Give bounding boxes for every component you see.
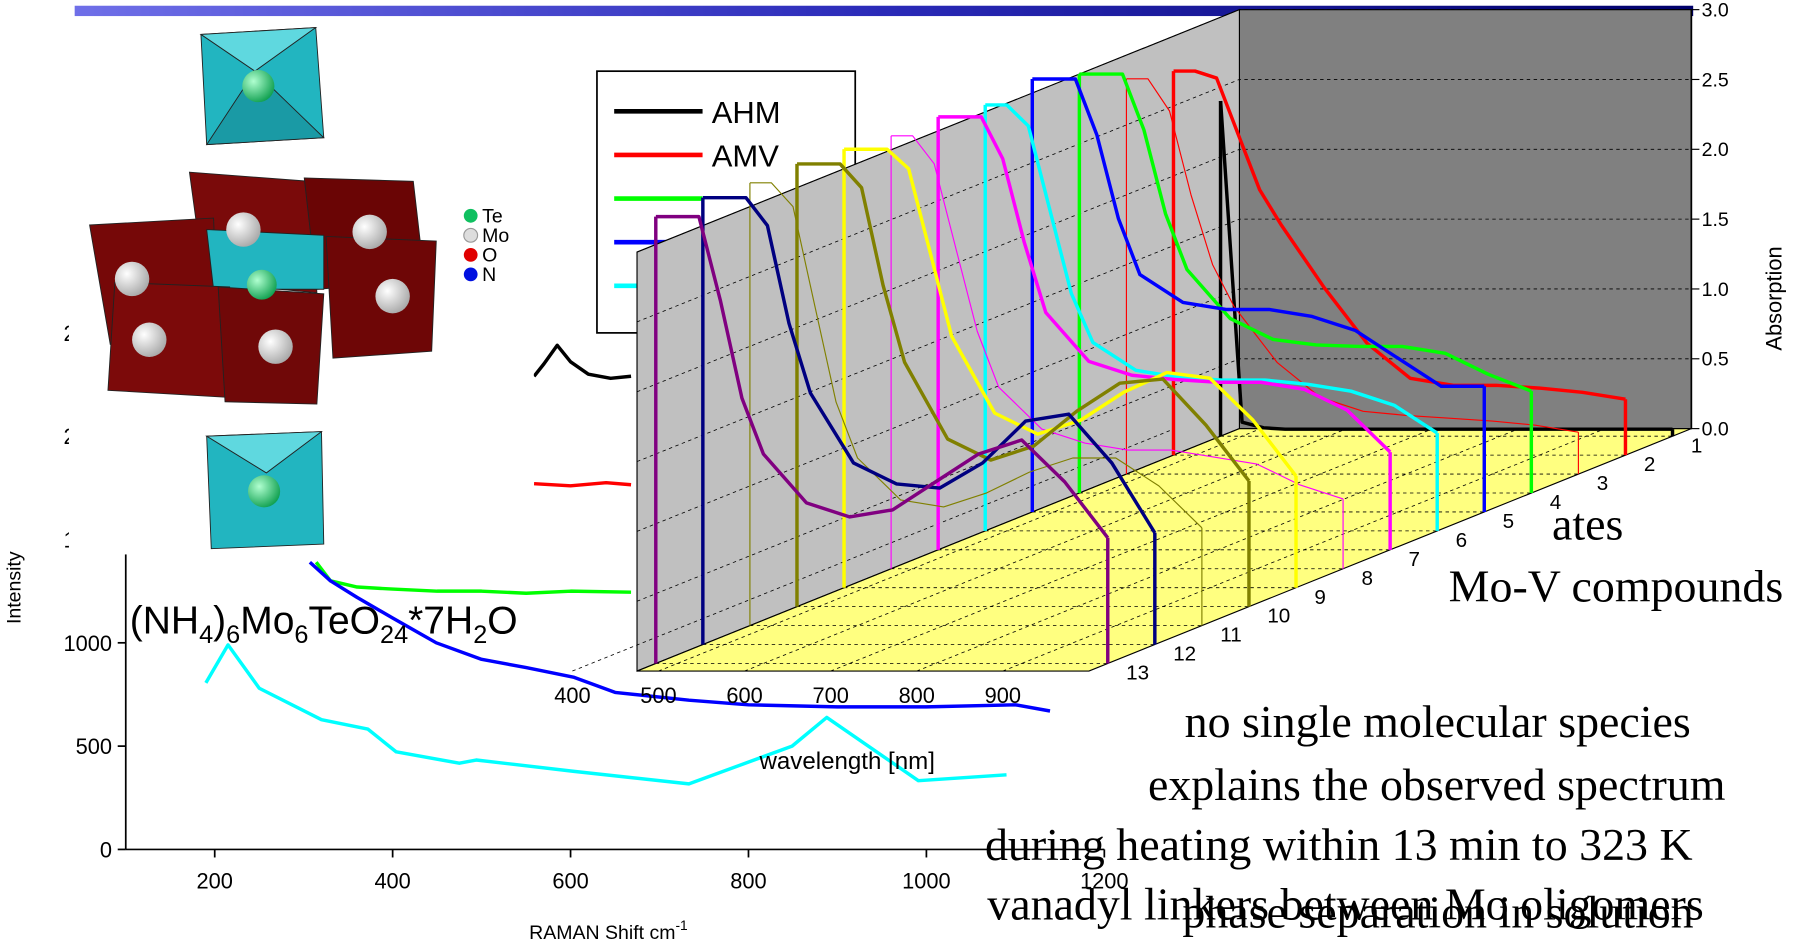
y-tick-label: 0.0	[1702, 419, 1729, 441]
z-tick-label: 10	[1267, 605, 1290, 628]
series-line	[533, 480, 632, 488]
series-line	[891, 135, 1344, 500]
header-bar	[74, 5, 1694, 17]
x-tick-label: 500	[640, 683, 676, 708]
grid-line	[636, 288, 1692, 532]
x-tick-label: 400	[374, 868, 410, 893]
grid-line	[572, 428, 1175, 672]
legend-label: AHM	[712, 95, 781, 130]
grid-line	[636, 79, 1692, 323]
x-tick-label: 800	[730, 868, 766, 893]
series-line	[844, 147, 1298, 478]
series-line	[314, 561, 632, 595]
z-tick-label: 6	[1456, 529, 1467, 552]
series-line	[655, 214, 1110, 539]
x-tick-label: 800	[899, 683, 935, 708]
x-tick-label: 900	[985, 683, 1021, 708]
x-tick-label: 200	[197, 868, 233, 893]
z-tick-label: 13	[1126, 662, 1149, 685]
series-line	[938, 115, 1392, 454]
y-axis-title: Absorption	[1762, 246, 1787, 350]
x-tick-label: 600	[726, 683, 762, 708]
legend-label: Te	[482, 206, 503, 228]
series-line	[1032, 77, 1485, 388]
slide-text-line: Mo-V compounds	[1449, 560, 1784, 611]
x-axis-title: wavelength [nm]	[758, 748, 934, 775]
structure-legend: Te Mo O N	[463, 206, 509, 286]
z-tick-label: 9	[1314, 586, 1325, 609]
y-axis-title: Intensity	[4, 551, 26, 624]
x-axis-title-sup: -1	[675, 918, 687, 933]
x-tick-label: 700	[812, 683, 848, 708]
y-tick-label: 3.0	[1702, 0, 1729, 22]
grid-line	[744, 428, 1348, 672]
crystal-structure: Te Mo O N	[68, 17, 534, 555]
z-tick-label: 11	[1220, 624, 1241, 647]
slide-text-line: no single molecular species	[1185, 696, 1691, 747]
y-tick-label: 1.5	[1702, 209, 1729, 231]
grid-line	[916, 428, 1520, 672]
series-line	[797, 162, 1251, 483]
z-tick-label: 4	[1550, 491, 1562, 514]
legend-label: N	[482, 264, 496, 286]
y-tick-label: 0	[100, 837, 112, 862]
grid-line	[636, 9, 1692, 253]
y-tick-label: 2.0	[1702, 139, 1729, 161]
legend-label: O	[482, 245, 497, 267]
series-line	[532, 343, 632, 381]
y-tick-label: 1.0	[1702, 279, 1729, 301]
slide-text-line: explains the observed spectrum	[1148, 759, 1725, 810]
legend-label: AMV	[712, 138, 779, 173]
slide-text-line: phase separation in solution	[1182, 886, 1693, 937]
grid-line	[636, 218, 1692, 462]
z-tick-label: 8	[1361, 567, 1373, 590]
legend-label: Mo	[482, 225, 509, 247]
x-tick-label: 600	[552, 868, 588, 893]
z-tick-label: 7	[1409, 548, 1421, 571]
slide-text-line: vanadyl linkers between Mo oligomers	[987, 878, 1703, 929]
atoms	[114, 70, 410, 508]
z-tick-label: 3	[1597, 472, 1608, 495]
z-tick-label: 12	[1173, 643, 1196, 666]
series-line	[1173, 69, 1626, 401]
z-tick-label: 5	[1503, 510, 1515, 533]
series-line	[1218, 100, 1673, 431]
y-tick-label: 2.5	[1702, 69, 1729, 91]
slide-text: ates Mo-V compounds no single molecular sp…	[985, 499, 1783, 938]
formula: (NH4)6Mo6TeO24*7H2O	[130, 600, 518, 649]
slide-text-line: during heating within 13 min to 323 K	[985, 819, 1693, 870]
y-tick-label: 0.5	[1702, 349, 1729, 371]
series-line	[985, 103, 1439, 435]
x-tick-label: 1000	[902, 868, 951, 893]
uv-vis-chart: 0.0 0.5 1.0 1.5 2.0 2.5 3.0 Absorption 400 500 600…	[554, 0, 1786, 775]
series-line	[1079, 72, 1532, 393]
x-axis-title-text: RAMAN Shift cm	[529, 922, 675, 944]
x-tick-label: 400	[554, 683, 590, 708]
grid-line	[636, 148, 1692, 393]
y-tick-label: 500	[76, 734, 112, 759]
x-axis-title: RAMAN Shift cm-1	[529, 918, 688, 944]
x-tick-label: 1200	[1080, 868, 1129, 893]
z-tick-label: 2	[1644, 453, 1656, 476]
series-line	[204, 643, 1007, 786]
series-line	[308, 560, 1051, 713]
z-tick-label: 1	[1691, 434, 1703, 457]
slide-text-line: ates	[1552, 499, 1623, 550]
series-line	[702, 195, 1157, 534]
y-tick-label: 1000	[63, 631, 111, 656]
